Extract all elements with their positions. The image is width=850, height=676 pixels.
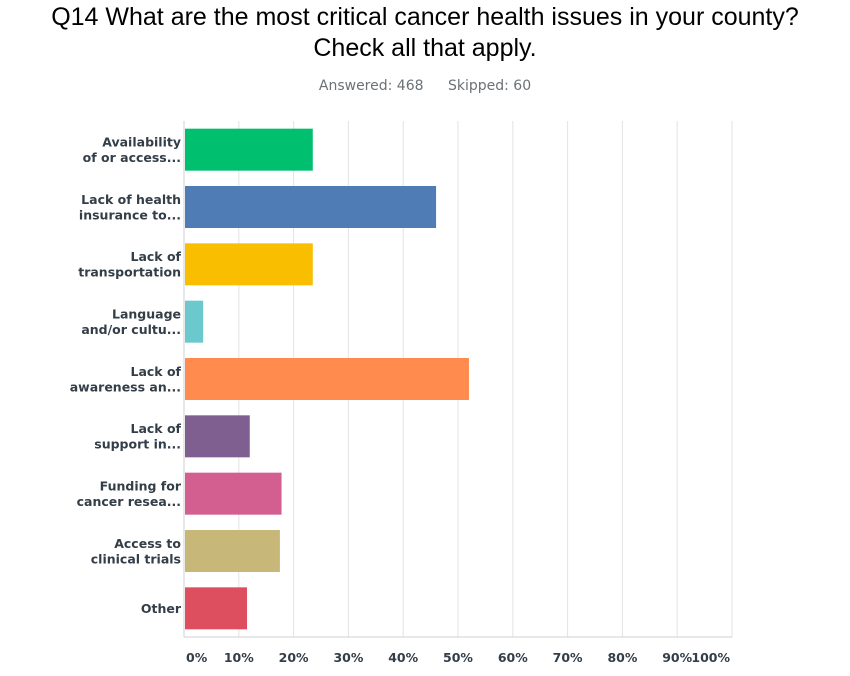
bar bbox=[185, 128, 313, 171]
x-tick-label: 10% bbox=[224, 650, 254, 665]
category-label: Other bbox=[141, 601, 182, 616]
x-tick-label: 80% bbox=[607, 650, 637, 665]
title-line-2: Check all that apply. bbox=[313, 34, 537, 62]
category-label: and/or cultu... bbox=[81, 322, 181, 337]
bar bbox=[185, 587, 248, 630]
title-line-1: Q14 What are the most critical cancer he… bbox=[51, 3, 799, 31]
category-label: Lack of bbox=[130, 364, 181, 379]
category-label: cancer resea... bbox=[77, 494, 181, 509]
x-tick-label: 20% bbox=[279, 650, 309, 665]
bar bbox=[185, 358, 469, 400]
category-label: Lack of health bbox=[81, 192, 181, 207]
bar bbox=[185, 415, 250, 458]
answered-count: Answered: 468 bbox=[318, 78, 424, 94]
skipped-count: Skipped: 60 bbox=[447, 78, 532, 94]
x-tick-label: 60% bbox=[498, 650, 528, 665]
category-label: transportation bbox=[78, 265, 181, 280]
category-label: Lack of bbox=[130, 249, 181, 264]
x-tick-label: 50% bbox=[443, 650, 473, 665]
x-tick-label: 90% bbox=[662, 650, 692, 665]
category-label: support in... bbox=[94, 437, 181, 452]
category-label: awareness an... bbox=[70, 379, 181, 394]
bar bbox=[185, 530, 280, 572]
bar bbox=[185, 472, 282, 515]
bar bbox=[185, 243, 313, 286]
x-tick-label: 0% bbox=[186, 650, 208, 665]
category-label: Funding for bbox=[100, 478, 182, 493]
bar bbox=[185, 300, 204, 343]
category-label: Lack of bbox=[130, 421, 181, 436]
bar bbox=[185, 186, 437, 228]
x-tick-label: 70% bbox=[553, 650, 583, 665]
category-label: insurance to... bbox=[79, 207, 181, 222]
response-summary: Answered: 468 Skipped: 60 bbox=[0, 78, 850, 94]
category-label: Access to bbox=[114, 536, 181, 551]
chart-title: Q14 What are the most critical cancer he… bbox=[0, 2, 850, 64]
x-tick-label: 40% bbox=[388, 650, 418, 665]
category-label: of or access... bbox=[83, 150, 181, 165]
category-label: Language bbox=[112, 306, 181, 321]
category-label: Availability bbox=[102, 134, 181, 149]
category-label: clinical trials bbox=[91, 551, 181, 566]
x-tick-label: 100% bbox=[691, 650, 730, 665]
x-tick-label: 30% bbox=[333, 650, 363, 665]
